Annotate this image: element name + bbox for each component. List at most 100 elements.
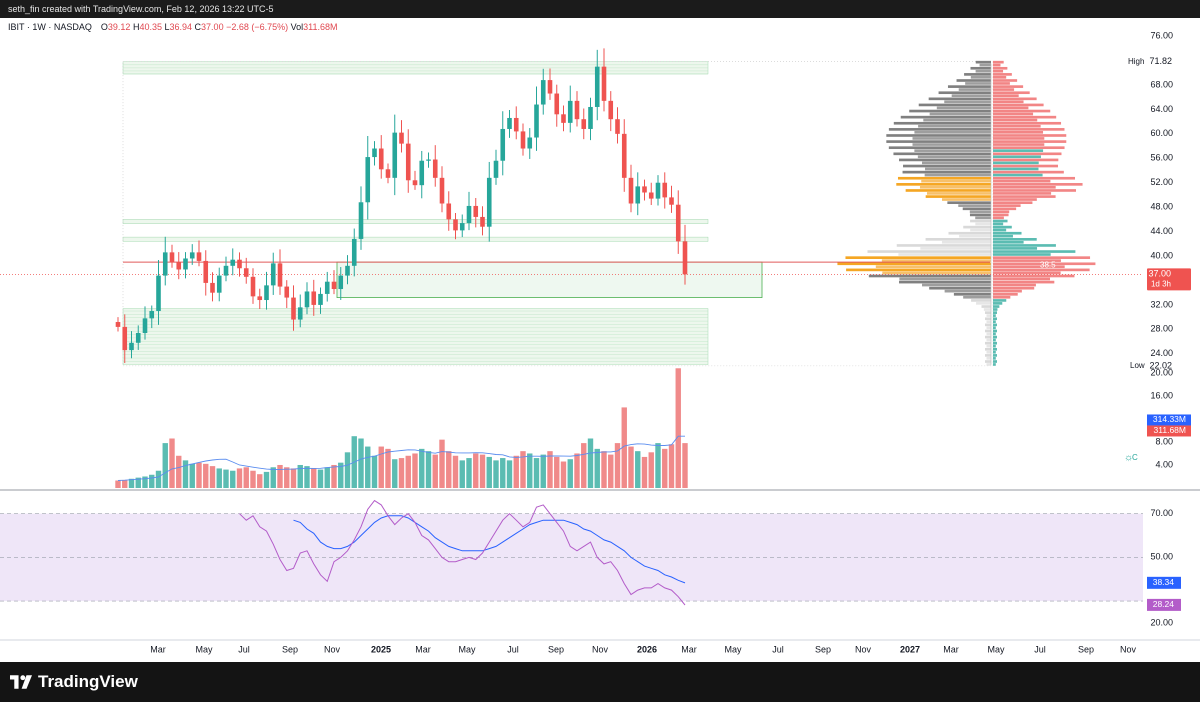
vp-bar-left — [986, 338, 991, 342]
vp-bar-left — [958, 204, 991, 207]
vp-bar-right — [993, 213, 1009, 217]
symbol-label[interactable]: IBIT · 1W · NASDAQ — [8, 22, 92, 32]
candle-body — [439, 177, 445, 204]
chart-canvas[interactable]: 38.524.0028.0032.0036.0040.0044.0048.005… — [0, 0, 1200, 662]
tradingview-logo-icon — [10, 675, 32, 689]
volume-bar — [425, 451, 432, 488]
candle-body — [635, 186, 641, 204]
candle-body — [237, 259, 242, 269]
volume-bar — [311, 468, 317, 488]
volume-bar — [338, 462, 344, 488]
candle-body — [466, 205, 472, 224]
high-label: H — [132, 22, 140, 32]
vp-bar-left — [947, 201, 991, 205]
candle-body — [338, 275, 344, 290]
vp-bar-right — [993, 134, 1067, 137]
vp-bar-right — [993, 265, 1065, 269]
vp-bar-right — [993, 225, 1012, 229]
rsi-tick-label: 70.00 — [1150, 508, 1173, 518]
candle-body — [513, 117, 519, 132]
candle-body — [486, 177, 492, 227]
resistance-band-2 — [122, 236, 709, 242]
vp-bar-left — [985, 341, 991, 345]
vp-bar-left — [953, 292, 991, 296]
bar-countdown: 1d 3h — [1151, 279, 1171, 288]
vp-bar-right — [993, 115, 1057, 119]
volume-bar — [608, 454, 614, 488]
candle-body — [270, 263, 276, 286]
volume-bar — [655, 443, 661, 488]
demand-zone — [122, 308, 709, 365]
volume-bar — [365, 446, 371, 488]
volume-bar — [236, 468, 243, 488]
volume-bar — [149, 474, 155, 488]
time-axis-label: Mar — [681, 644, 697, 654]
candle-body — [540, 80, 546, 105]
vp-bar-left — [970, 219, 991, 223]
vp-bar-left — [959, 234, 991, 238]
brand-name: TradingView — [38, 672, 138, 691]
vp-bar-right — [993, 347, 997, 351]
candle-body — [669, 197, 674, 205]
vp-bar-left — [929, 286, 991, 290]
volume-bar — [648, 452, 654, 488]
candle-body — [608, 100, 614, 120]
volume-bar — [635, 451, 641, 488]
price-tick-label: 48.00 — [1150, 202, 1173, 212]
time-axis-label: 2025 — [371, 644, 391, 654]
vp-bar-right — [993, 335, 997, 339]
candle-body — [628, 177, 634, 204]
vp-bar-right — [993, 158, 1059, 162]
vp-bar-left — [893, 152, 991, 156]
vp-bar-right — [993, 85, 1024, 88]
high-tag-label: High — [1128, 57, 1144, 66]
vp-bar-right — [993, 323, 997, 327]
low-value: 36.94 — [169, 22, 193, 32]
vp-bar-left — [951, 94, 991, 97]
open-value: 39.12 — [107, 22, 131, 32]
volume-tick-label: 4.00 — [1155, 459, 1173, 469]
vp-bar-right — [993, 100, 1024, 104]
vp-bar-left — [965, 82, 991, 85]
vp-bar-right — [993, 234, 1013, 238]
vp-bar-right — [993, 164, 1058, 168]
volume-bar — [574, 453, 580, 488]
demand-box — [336, 261, 763, 298]
volume-bar — [162, 443, 168, 488]
time-axis-label: Sep — [282, 644, 298, 654]
candle-body — [426, 159, 431, 161]
vp-bar-right — [993, 302, 1003, 305]
close-value: 37.00 — [201, 22, 224, 32]
rsi-ma-tag — [1147, 576, 1181, 589]
vp-bar-left — [947, 85, 991, 88]
vp-bar-left — [986, 350, 991, 354]
vp-bar-left — [963, 225, 991, 229]
candle-body — [527, 137, 533, 149]
volume-ma-line — [117, 435, 685, 481]
candle-body — [223, 265, 229, 276]
vp-bar-right — [993, 146, 1065, 150]
vp-bar-right — [993, 311, 997, 314]
vp-bar-left — [962, 207, 991, 211]
vp-bar-left — [975, 216, 991, 220]
vp-bar-right — [993, 131, 1044, 134]
candle-body — [615, 119, 620, 134]
volume-bar — [189, 463, 195, 488]
vp-bar-left — [923, 118, 991, 122]
volume-bar — [331, 464, 337, 488]
vp-bar-right — [993, 167, 1039, 171]
candle-body — [446, 203, 452, 220]
time-axis-label: May — [987, 644, 1005, 654]
vp-bar-left — [918, 103, 991, 107]
vp-bar-left — [985, 335, 991, 339]
volume-last-tag — [1147, 425, 1191, 437]
vp-bar-left — [976, 302, 991, 305]
vp-poc-label: 38.5 — [1040, 260, 1056, 269]
low-tag-label: Low — [1130, 361, 1145, 370]
footer-bar: TradingView — [0, 662, 1200, 702]
vp-bar-left — [899, 280, 991, 284]
candle-body — [149, 311, 155, 319]
vp-bar-right — [993, 161, 1039, 165]
volume-bar — [452, 455, 459, 488]
tradingview-logo[interactable]: TradingView — [10, 672, 138, 692]
